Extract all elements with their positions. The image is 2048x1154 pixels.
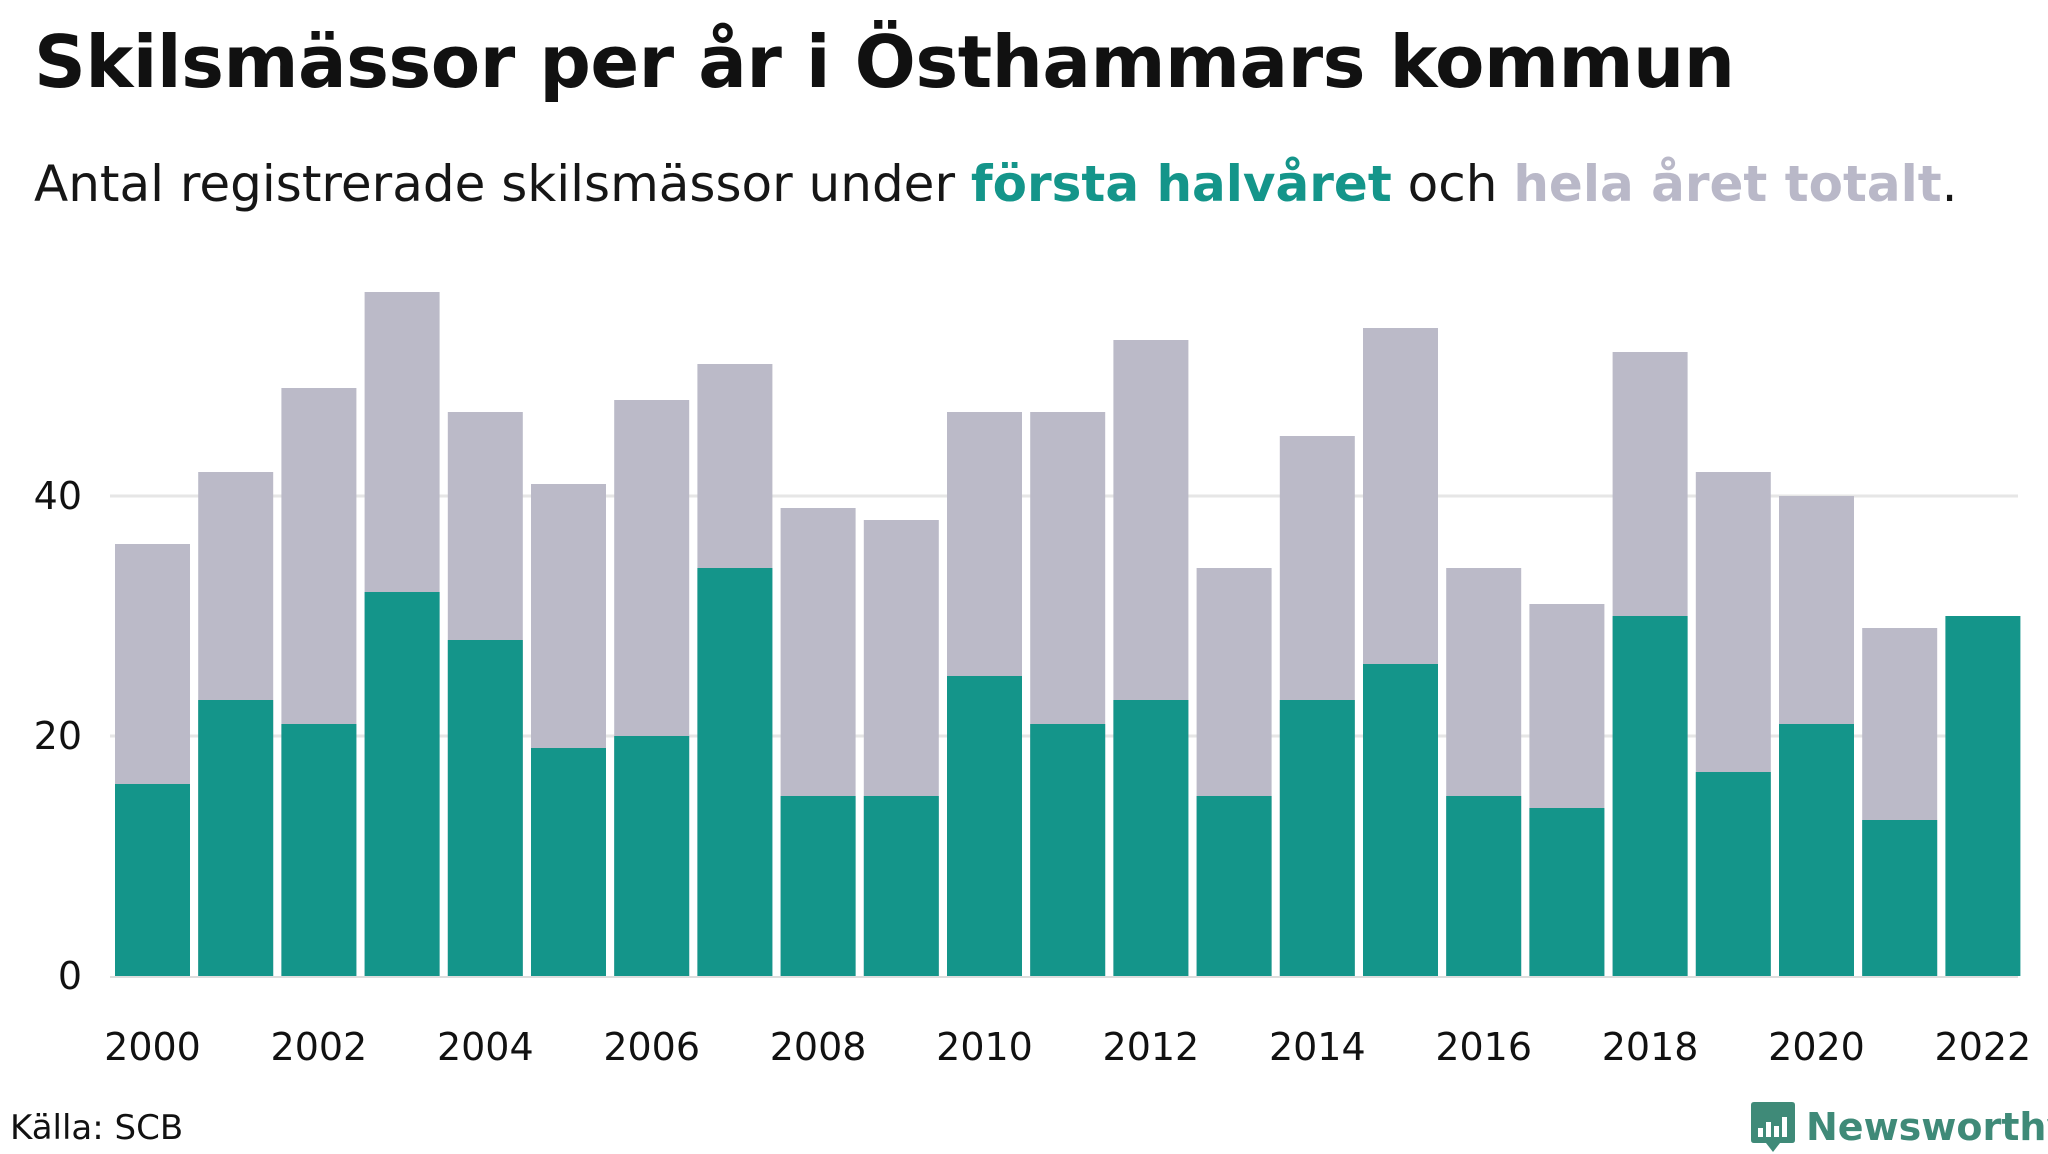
bar-first-half-2021 xyxy=(1862,820,1938,976)
bar-first-half-2005 xyxy=(531,748,606,976)
y-tick-label: 40 xyxy=(34,474,82,518)
bar-first-half-2019 xyxy=(1695,772,1771,976)
bar-first-half-2001 xyxy=(198,700,274,976)
bar-first-half-2013 xyxy=(1196,796,1272,976)
bar-first-half-2018 xyxy=(1612,616,1688,976)
bar-first-half-2000 xyxy=(115,784,190,976)
bar-first-half-2009 xyxy=(863,796,939,976)
bar-first-half-2020 xyxy=(1779,724,1854,976)
x-tick-label: 2016 xyxy=(1435,1025,1532,1069)
subtitle-first-half-label: första halvåret xyxy=(970,155,1392,213)
bar-first-half-2017 xyxy=(1529,808,1605,976)
x-tick-label: 2020 xyxy=(1768,1025,1865,1069)
bar-first-half-2007 xyxy=(697,568,773,976)
x-tick-label: 2006 xyxy=(603,1025,700,1069)
x-tick-label: 2008 xyxy=(770,1025,867,1069)
subtitle-full-year-label: hela året totalt xyxy=(1513,155,1942,213)
bar-first-half-2015 xyxy=(1363,664,1438,976)
bar-first-half-2014 xyxy=(1279,700,1355,976)
bar-first-half-2011 xyxy=(1030,724,1106,976)
bar-first-half-2012 xyxy=(1113,700,1189,976)
bar-first-half-2002 xyxy=(281,724,357,976)
subtitle-text-start: Antal registrerade skilsmässor under xyxy=(34,155,971,213)
chart-subtitle: Antal registrerade skilsmässor under för… xyxy=(34,155,1958,213)
newsworthy-logo-icon xyxy=(1751,1102,1795,1152)
x-axis: 2000 2002 2004 2006 2008 2010 2012 2014 2016 2018… xyxy=(104,976,2032,1069)
bar-first-half-2008 xyxy=(780,796,856,976)
x-tick-label: 2012 xyxy=(1103,1025,1200,1069)
bar-first-half-2022 xyxy=(1945,616,2021,976)
brand-name: Newsworthy xyxy=(1806,1105,2048,1149)
x-tick-label: 2000 xyxy=(104,1025,201,1069)
subtitle-text-middle: och xyxy=(1391,155,1514,213)
brand-logo: Newsworthy xyxy=(1750,1100,2048,1154)
x-tick-label: 2018 xyxy=(1602,1025,1699,1069)
x-tick-label: 2014 xyxy=(1269,1025,1366,1069)
bars xyxy=(115,292,2021,976)
chart-title: Skilsmässor per år i Östhammars kommun xyxy=(34,20,1735,104)
y-axis: 0 20 40 xyxy=(34,474,82,998)
source-note: Källa: SCB xyxy=(10,1108,184,1148)
bar-first-half-2003 xyxy=(364,592,440,976)
bar-first-half-2016 xyxy=(1446,796,1522,976)
bar-first-half-2004 xyxy=(447,640,523,976)
x-tick-label: 2002 xyxy=(271,1025,368,1069)
x-tick-label: 2004 xyxy=(437,1025,534,1069)
bar-first-half-2010 xyxy=(947,676,1022,976)
y-tick-label: 20 xyxy=(34,714,82,758)
x-tick-label: 2010 xyxy=(936,1025,1033,1069)
bar-first-half-2006 xyxy=(614,736,690,976)
x-tick-label: 2022 xyxy=(1935,1025,2032,1069)
subtitle-text-end: . xyxy=(1941,155,1958,213)
y-tick-label: 0 xyxy=(58,954,82,998)
